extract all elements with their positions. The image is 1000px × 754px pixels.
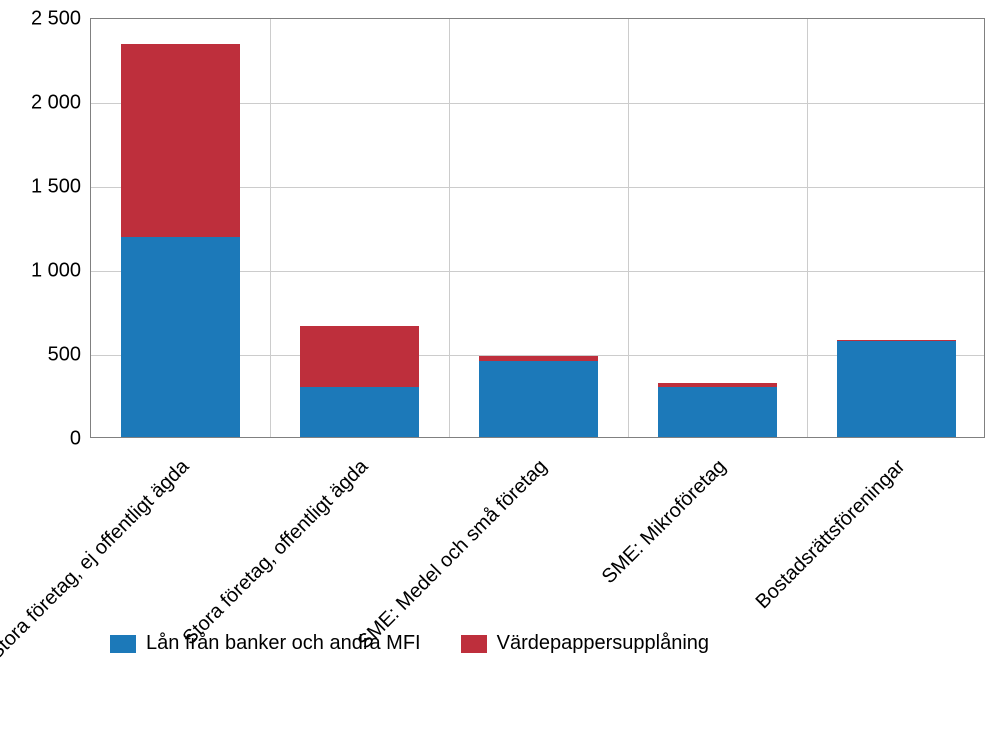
bar-group	[300, 326, 420, 437]
bar-group	[121, 44, 241, 437]
bar-group	[479, 356, 599, 437]
bar-segment-series2	[121, 44, 241, 237]
plot-area: 05001 0001 5002 0002 500	[90, 18, 985, 438]
legend-item-series2: Värdepappersupplåning	[461, 632, 709, 655]
y-tick-label: 1 000	[31, 260, 91, 283]
legend-swatch-series1	[110, 635, 136, 653]
y-tick-label: 0	[70, 428, 91, 451]
y-tick-label: 2 500	[31, 8, 91, 31]
legend-swatch-series2	[461, 635, 487, 653]
bar-segment-series2	[658, 383, 778, 386]
y-tick-label: 500	[48, 344, 91, 367]
bar-segment-series2	[837, 340, 957, 341]
bar-group	[837, 340, 957, 437]
gridline-v	[449, 19, 450, 437]
bar-segment-series2	[300, 326, 420, 386]
stacked-bar-chart: 05001 0001 5002 0002 500 Lån från banker…	[0, 0, 1000, 670]
x-tick-label: Bostadsrättsföreningar	[611, 455, 910, 754]
x-tick-label: SME: Medel och små företag	[253, 455, 552, 754]
bar-segment-series1	[658, 387, 778, 437]
bar-segment-series1	[121, 237, 241, 437]
bar-segment-series2	[479, 356, 599, 360]
bar-segment-series1	[300, 387, 420, 437]
x-tick-label: Stora företag, offentligt ägda	[74, 455, 373, 754]
bar-group	[658, 383, 778, 437]
x-tick-label: SME: Mikroföretag	[432, 455, 731, 754]
bar-segment-series1	[837, 341, 957, 437]
y-tick-label: 1 500	[31, 176, 91, 199]
gridline-v	[807, 19, 808, 437]
y-tick-label: 2 000	[31, 92, 91, 115]
gridline-v	[270, 19, 271, 437]
bar-segment-series1	[479, 361, 599, 437]
x-tick-label: Stora företag, ej offentligt ägda	[0, 455, 194, 754]
gridline-v	[628, 19, 629, 437]
